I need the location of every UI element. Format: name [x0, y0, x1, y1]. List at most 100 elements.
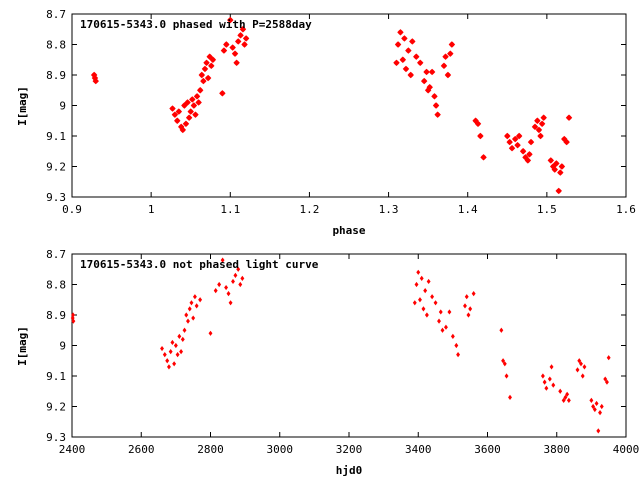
data-point: [506, 138, 513, 146]
x-tick: 2400: [59, 254, 85, 456]
data-point: [480, 154, 487, 161]
data-point: [508, 145, 516, 152]
data-point: [168, 349, 173, 355]
data-point: [172, 361, 177, 367]
x-tick-label: 3200: [336, 443, 363, 456]
y-tick-label: 9.1: [46, 370, 66, 383]
data-point: [233, 272, 238, 278]
plot-frame: [71, 13, 627, 198]
y-tick: 9: [59, 340, 626, 353]
y-tick: 8.9: [46, 309, 626, 322]
x-tick-label: 3800: [544, 443, 571, 456]
data-point: [189, 300, 194, 306]
data-point: [399, 56, 407, 63]
data-point: [175, 108, 183, 115]
data-point: [402, 65, 410, 73]
data-point: [228, 300, 233, 306]
data-point: [220, 47, 228, 54]
y-tick-label: 9: [59, 340, 66, 353]
y-tick-label: 8.8: [46, 279, 66, 292]
x-tick: 1.3: [379, 14, 399, 216]
data-point: [540, 373, 545, 379]
data-point: [416, 269, 421, 275]
x-tick: 3600: [474, 254, 501, 456]
data-point: [182, 120, 190, 127]
data-point: [426, 278, 431, 285]
data-point: [241, 41, 248, 48]
y-tick-label: 8.9: [46, 309, 66, 322]
data-point: [197, 87, 204, 94]
data-point: [591, 403, 596, 410]
data-point: [417, 59, 424, 66]
y-tick: 9.3: [46, 191, 626, 204]
data-point: [444, 324, 448, 330]
data-point: [180, 336, 185, 342]
data-point: [592, 406, 597, 413]
x-tick-label: 2800: [197, 443, 224, 456]
data-point: [235, 38, 242, 45]
data-point: [229, 44, 236, 51]
data-point: [412, 300, 417, 306]
data-point: [603, 376, 608, 382]
data-point: [515, 132, 523, 140]
data-point: [519, 148, 527, 155]
data-point: [526, 151, 533, 158]
data-point: [162, 352, 167, 358]
data-point: [605, 379, 609, 385]
data-point: [209, 56, 217, 63]
data-point: [200, 77, 207, 85]
data-point: [223, 41, 230, 48]
data-point: [167, 364, 171, 370]
data-point: [565, 114, 573, 121]
data-point: [535, 126, 543, 134]
data-point: [440, 62, 448, 70]
x-tick: 1.5: [537, 14, 557, 216]
data-point: [231, 50, 239, 57]
data-point: [405, 47, 412, 54]
data-point: [589, 397, 594, 403]
y-axis-label: I[mag]: [16, 86, 29, 126]
x-tick-label: 3000: [267, 443, 294, 456]
data-point: [423, 68, 430, 76]
data-point: [580, 373, 585, 379]
data-point: [418, 297, 422, 303]
data-point: [561, 397, 566, 403]
data-point: [71, 318, 76, 324]
y-tick: 8.8: [46, 39, 626, 52]
data-point: [187, 306, 192, 312]
phased-light-curve-chart: 0.9 1 1.1 1.2 1.3 1.4 1.5 1.6 8.7 8.8 8.9 9 9.1 9.2 9…: [16, 8, 636, 237]
data-point: [433, 300, 438, 306]
data-point: [557, 169, 564, 176]
data-point: [477, 132, 484, 140]
data-point: [563, 138, 570, 146]
data-point: [177, 333, 182, 339]
data-point: [512, 135, 519, 143]
data-point: [432, 102, 440, 109]
data-point: [501, 358, 506, 364]
data-point: [192, 111, 199, 118]
data-point: [424, 312, 429, 318]
unphased-light-curve-chart: 2400 2600 2800 3000 3200 3400 3600 3800 4000 8.7…: [16, 248, 639, 477]
data-point: [544, 385, 549, 391]
data-point: [527, 138, 535, 146]
data-point: [242, 35, 250, 42]
data-point: [598, 410, 602, 416]
y-tick: 9: [59, 100, 626, 113]
x-tick: 2800: [197, 254, 224, 456]
data-point: [563, 394, 568, 400]
data-point: [444, 71, 452, 79]
data-point: [165, 358, 170, 364]
data-point: [409, 38, 416, 45]
data-point: [233, 59, 240, 66]
data-point: [92, 77, 99, 85]
data-point: [397, 29, 404, 36]
data-point: [208, 62, 215, 70]
data-point: [565, 391, 570, 397]
data-point: [236, 266, 241, 272]
data-point: [430, 294, 435, 300]
data-point: [184, 312, 189, 318]
data-point: [394, 41, 402, 48]
data-point: [606, 355, 611, 361]
data-point: [504, 132, 511, 140]
data-point: [90, 71, 98, 79]
